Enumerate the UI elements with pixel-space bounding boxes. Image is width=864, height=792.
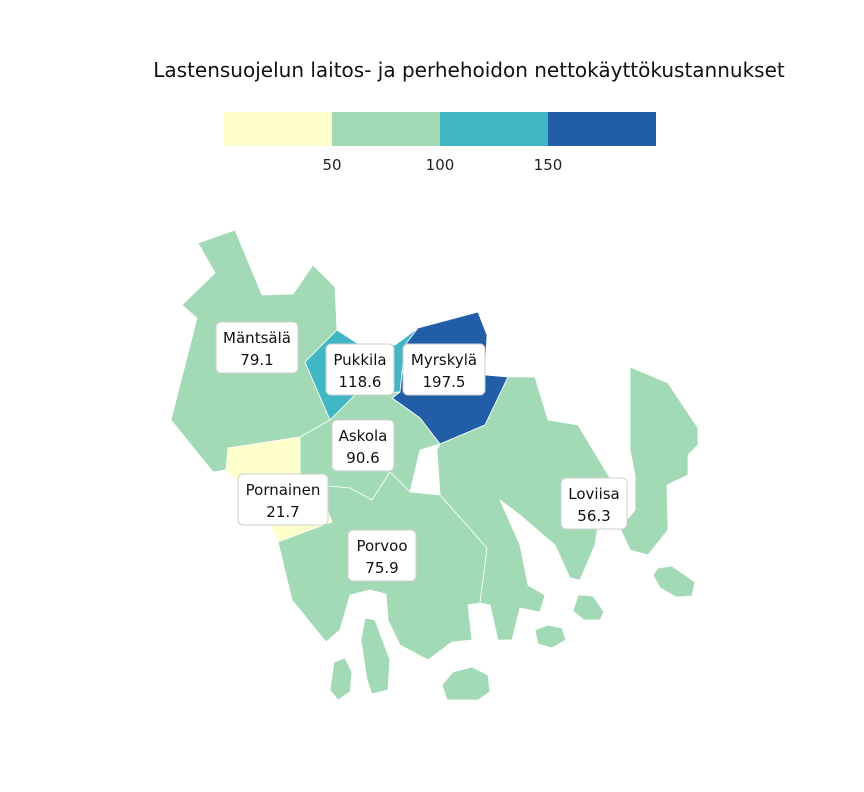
region-value: 90.6 xyxy=(346,449,379,467)
legend-tick: 150 xyxy=(534,156,563,174)
region-value: 118.6 xyxy=(339,373,382,391)
legend-bin-2 xyxy=(332,112,440,146)
map-title: Lastensuojelun laitos- ja perhehoidon ne… xyxy=(153,58,785,82)
region-name: Loviisa xyxy=(568,485,620,503)
legend-tick: 50 xyxy=(322,156,341,174)
legend-tick: 100 xyxy=(426,156,455,174)
label-pornainen: Pornainen 21.7 xyxy=(237,473,329,526)
regions xyxy=(170,229,699,701)
legend-bin-1 xyxy=(224,112,332,146)
region-name: Mäntsälä xyxy=(223,329,291,347)
legend: 50 100 150 xyxy=(224,112,656,174)
island xyxy=(441,666,491,701)
island xyxy=(360,617,391,695)
island xyxy=(652,565,696,598)
label-mantsala: Mäntsälä 79.1 xyxy=(215,321,299,374)
region-name: Askola xyxy=(339,427,388,445)
island xyxy=(572,594,605,621)
region-name: Myrskylä xyxy=(411,351,477,369)
region-value: 21.7 xyxy=(266,503,299,521)
region-name: Pukkila xyxy=(333,351,386,369)
island xyxy=(329,657,353,701)
region-loviisa[interactable] xyxy=(619,366,699,556)
label-porvoo: Porvoo 75.9 xyxy=(347,529,417,582)
label-loviisa: Loviisa 56.3 xyxy=(560,477,628,530)
label-pukkila: Pukkila 118.6 xyxy=(325,343,395,396)
label-askola: Askola 90.6 xyxy=(331,419,395,472)
label-myrskyla: Myrskylä 197.5 xyxy=(402,343,486,396)
legend-bin-4 xyxy=(548,112,656,146)
region-name: Pornainen xyxy=(246,481,321,499)
region-value: 197.5 xyxy=(423,373,466,391)
region-value: 56.3 xyxy=(577,507,610,525)
legend-bin-3 xyxy=(440,112,548,146)
region-name: Porvoo xyxy=(356,537,407,555)
region-labels: Mäntsälä 79.1 Pukkila 118.6 Myrskylä 197… xyxy=(215,321,628,582)
region-value: 75.9 xyxy=(365,559,398,577)
region-value: 79.1 xyxy=(240,351,273,369)
island xyxy=(534,624,567,649)
